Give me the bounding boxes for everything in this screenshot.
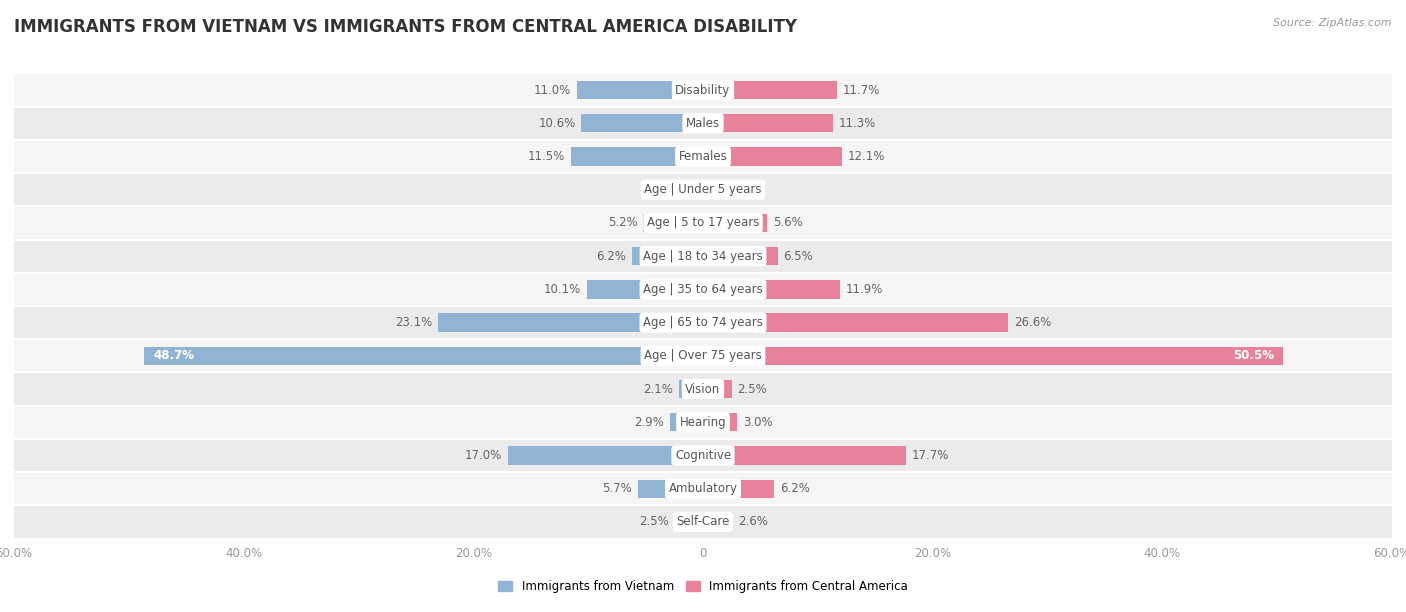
Text: 10.6%: 10.6% (538, 117, 575, 130)
Bar (14, 406, 1392, 439)
Text: IMMIGRANTS FROM VIETNAM VS IMMIGRANTS FROM CENTRAL AMERICA DISABILITY: IMMIGRANTS FROM VIETNAM VS IMMIGRANTS FR… (14, 18, 797, 36)
Text: 17.7%: 17.7% (912, 449, 949, 462)
Text: 2.5%: 2.5% (638, 515, 669, 528)
Text: Age | 5 to 17 years: Age | 5 to 17 years (647, 217, 759, 230)
Text: Source: ZipAtlas.com: Source: ZipAtlas.com (1274, 18, 1392, 28)
Text: 11.3%: 11.3% (838, 117, 876, 130)
Bar (14, 306, 1392, 339)
Text: 5.7%: 5.7% (602, 482, 631, 495)
Bar (637, 480, 703, 498)
Text: 2.5%: 2.5% (738, 382, 768, 395)
Bar (669, 413, 703, 431)
Text: Females: Females (679, 150, 727, 163)
Bar (703, 214, 768, 232)
Bar (14, 472, 1392, 506)
Bar (14, 339, 1392, 373)
Bar (703, 81, 838, 99)
Text: Age | 18 to 34 years: Age | 18 to 34 years (643, 250, 763, 263)
Text: Age | Under 5 years: Age | Under 5 years (644, 183, 762, 196)
Text: Disability: Disability (675, 84, 731, 97)
Legend: Immigrants from Vietnam, Immigrants from Central America: Immigrants from Vietnam, Immigrants from… (494, 575, 912, 598)
Bar (690, 181, 703, 199)
Bar (508, 446, 703, 465)
Text: 2.9%: 2.9% (634, 416, 664, 429)
Bar (703, 346, 1282, 365)
Bar (675, 513, 703, 531)
Bar (644, 214, 703, 232)
Bar (14, 273, 1392, 306)
Bar (14, 140, 1392, 173)
Text: 6.2%: 6.2% (780, 482, 810, 495)
Text: 3.0%: 3.0% (744, 416, 773, 429)
Bar (143, 346, 703, 365)
Text: 12.1%: 12.1% (848, 150, 884, 163)
Text: Vision: Vision (685, 382, 721, 395)
Text: 11.7%: 11.7% (844, 84, 880, 97)
Text: Males: Males (686, 117, 720, 130)
Bar (14, 506, 1392, 539)
Text: Cognitive: Cognitive (675, 449, 731, 462)
Bar (14, 439, 1392, 472)
Text: 17.0%: 17.0% (465, 449, 502, 462)
Text: 50.5%: 50.5% (1233, 349, 1274, 362)
Bar (437, 313, 703, 332)
Text: Age | 35 to 64 years: Age | 35 to 64 years (643, 283, 763, 296)
Text: 6.2%: 6.2% (596, 250, 626, 263)
Text: 11.5%: 11.5% (529, 150, 565, 163)
Bar (703, 380, 731, 398)
Text: 5.2%: 5.2% (607, 217, 637, 230)
Text: 26.6%: 26.6% (1014, 316, 1052, 329)
Text: 11.9%: 11.9% (845, 283, 883, 296)
Text: 1.1%: 1.1% (655, 183, 685, 196)
Text: 2.6%: 2.6% (738, 515, 769, 528)
Text: 5.6%: 5.6% (773, 217, 803, 230)
Bar (14, 373, 1392, 406)
Bar (703, 413, 738, 431)
Bar (703, 480, 775, 498)
Bar (14, 106, 1392, 140)
Bar (14, 173, 1392, 206)
Text: Ambulatory: Ambulatory (668, 482, 738, 495)
Text: 23.1%: 23.1% (395, 316, 432, 329)
Bar (14, 73, 1392, 106)
Bar (703, 114, 832, 132)
Text: 2.1%: 2.1% (644, 382, 673, 395)
Bar (581, 114, 703, 132)
Bar (631, 247, 703, 266)
Bar (703, 313, 1008, 332)
Text: 1.2%: 1.2% (723, 183, 752, 196)
Text: Age | Over 75 years: Age | Over 75 years (644, 349, 762, 362)
Bar (703, 446, 907, 465)
Bar (703, 513, 733, 531)
Text: 48.7%: 48.7% (153, 349, 194, 362)
Text: Hearing: Hearing (679, 416, 727, 429)
Bar (679, 380, 703, 398)
Bar (703, 147, 842, 166)
Text: 10.1%: 10.1% (544, 283, 581, 296)
Text: Self-Care: Self-Care (676, 515, 730, 528)
Bar (588, 280, 703, 299)
Bar (571, 147, 703, 166)
Bar (576, 81, 703, 99)
Bar (703, 280, 839, 299)
Text: 11.0%: 11.0% (534, 84, 571, 97)
Text: Age | 65 to 74 years: Age | 65 to 74 years (643, 316, 763, 329)
Bar (703, 247, 778, 266)
Bar (14, 239, 1392, 273)
Bar (703, 181, 717, 199)
Text: 6.5%: 6.5% (783, 250, 813, 263)
Bar (14, 206, 1392, 239)
